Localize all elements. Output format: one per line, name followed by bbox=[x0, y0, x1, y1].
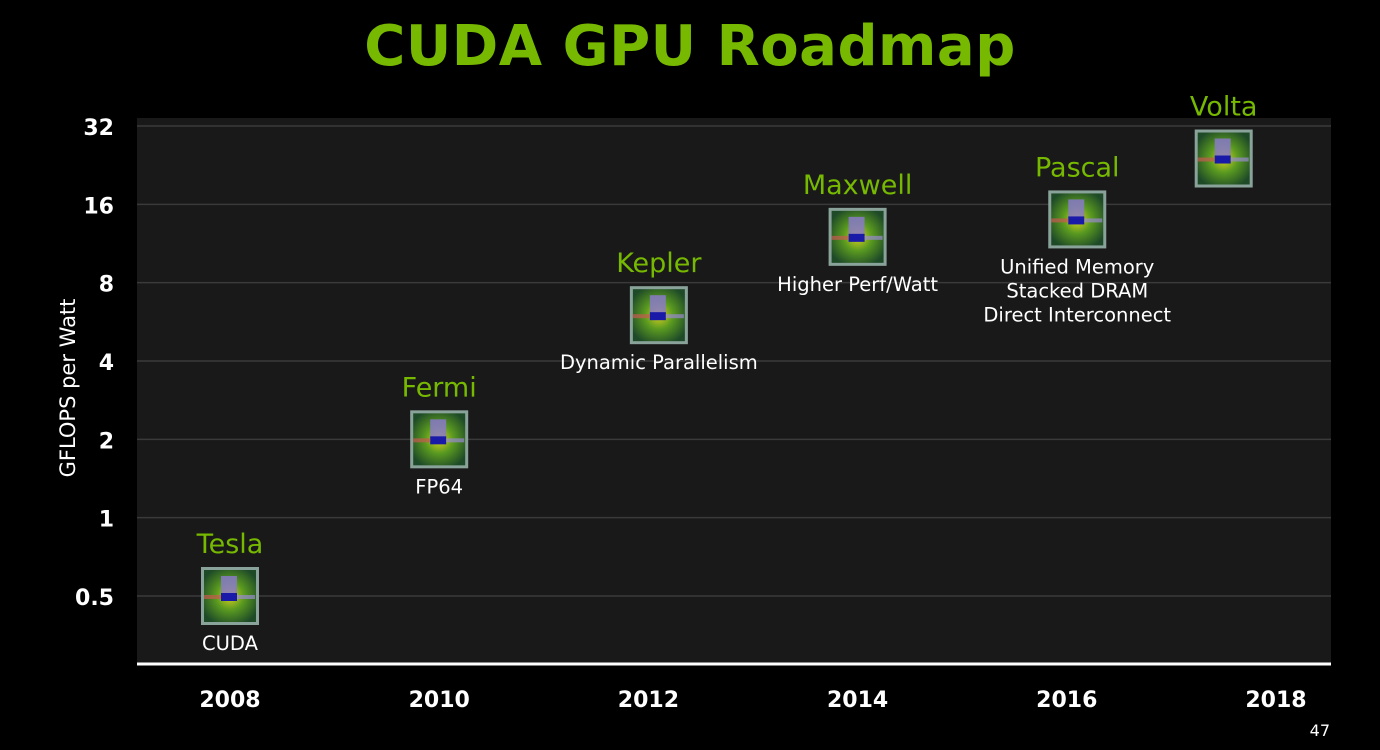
point-feature-label: Higher Perf/Watt bbox=[777, 273, 938, 296]
gpu-die-block bbox=[1230, 157, 1249, 162]
point-feature-label: Direct Interconnect bbox=[983, 303, 1171, 326]
x-tick-label: 2008 bbox=[199, 688, 260, 713]
gpu-die-block bbox=[446, 438, 465, 443]
point-label: Maxwell bbox=[803, 170, 913, 201]
gpu-die-block bbox=[221, 576, 237, 594]
gpu-die-block bbox=[204, 595, 221, 599]
gpu-die-block bbox=[1068, 199, 1085, 218]
gpu-die-block bbox=[1051, 218, 1069, 223]
y-tick-label: 2 bbox=[99, 429, 114, 454]
y-tick-label: 0.5 bbox=[75, 586, 114, 611]
y-tick-label: 8 bbox=[99, 273, 114, 298]
x-tick-label: 2010 bbox=[409, 688, 470, 713]
point-feature-label: Dynamic Parallelism bbox=[560, 351, 758, 374]
data-point bbox=[410, 410, 469, 469]
point-label: Kepler bbox=[616, 248, 702, 279]
x-tick-label: 2016 bbox=[1036, 688, 1097, 713]
point-feature-label: Stacked DRAM bbox=[1006, 279, 1148, 302]
x-tick-label: 2014 bbox=[827, 688, 888, 713]
gpu-die-block bbox=[1068, 216, 1085, 225]
data-point bbox=[629, 286, 688, 345]
gpu-die-block bbox=[430, 419, 447, 438]
gpu-die-block bbox=[430, 436, 447, 445]
y-axis-label: GFLOPS per Watt bbox=[56, 298, 80, 478]
x-tick-label: 2012 bbox=[618, 688, 679, 713]
plot-area bbox=[137, 118, 1331, 664]
data-point bbox=[1048, 190, 1107, 249]
gpu-die-block bbox=[1214, 138, 1231, 157]
slide-title: CUDA GPU Roadmap bbox=[364, 14, 1016, 79]
point-label: Tesla bbox=[196, 529, 264, 560]
point-feature-label: FP64 bbox=[415, 475, 463, 498]
gpu-die-block bbox=[864, 235, 883, 240]
y-tick-label: 4 bbox=[99, 351, 114, 376]
y-tick-label: 16 bbox=[83, 194, 114, 219]
page-number: 47 bbox=[1309, 721, 1330, 740]
gpu-die-block bbox=[649, 312, 666, 321]
gpu-die-block bbox=[237, 595, 255, 599]
x-tick-label: 2018 bbox=[1245, 688, 1306, 713]
point-feature-label: CUDA bbox=[202, 632, 259, 655]
gpu-die-block bbox=[848, 216, 865, 235]
data-point bbox=[1194, 129, 1253, 188]
gpu-die-block bbox=[665, 314, 684, 319]
gpu-die-block bbox=[1197, 157, 1215, 162]
point-label: Volta bbox=[1190, 92, 1258, 123]
gpu-die-block bbox=[848, 233, 865, 242]
gpu-die-block bbox=[831, 235, 849, 240]
y-tick-label: 32 bbox=[83, 116, 114, 141]
point-label: Pascal bbox=[1035, 152, 1120, 183]
data-point bbox=[828, 207, 887, 266]
gpu-die-block bbox=[221, 593, 237, 601]
gpu-die-block bbox=[413, 438, 431, 443]
y-tick-label: 1 bbox=[99, 508, 114, 533]
point-label: Fermi bbox=[402, 372, 477, 403]
gpu-die-block bbox=[649, 295, 666, 314]
point-feature-label: Unified Memory bbox=[1000, 255, 1154, 278]
gpu-die-block bbox=[632, 314, 650, 319]
gpu-die-block bbox=[1214, 155, 1231, 164]
data-point bbox=[201, 567, 259, 625]
gpu-die-block bbox=[1084, 218, 1103, 223]
